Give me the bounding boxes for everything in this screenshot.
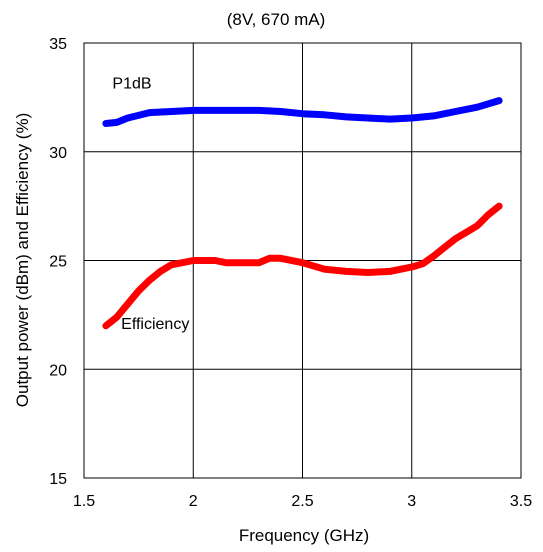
y-tick-label: 25	[49, 254, 67, 271]
x-axis-title: Frequency (GHz)	[239, 526, 369, 545]
x-tick-label: 3.5	[510, 493, 532, 510]
y-axis-title: Output power (dBm) and Efficiency (%)	[13, 113, 32, 407]
plot-area-border	[83, 42, 522, 479]
y-tick-label: 20	[49, 362, 67, 379]
y-axis-tick-labels: 15 20 25 30 35	[49, 36, 67, 488]
series-label-p1db: P1dB	[112, 76, 151, 93]
x-tick-label: 1.5	[73, 493, 95, 510]
y-tick-label: 30	[49, 145, 67, 162]
x-tick-label: 3	[407, 493, 416, 510]
y-tick-label: 35	[49, 36, 67, 53]
series-line-efficiency	[102, 202, 503, 330]
x-axis-tick-labels: 1.5 2 2.5 3 3.5	[73, 493, 532, 510]
series-layer	[102, 97, 503, 330]
x-tick-label: 2.5	[291, 493, 313, 510]
series-label-efficiency: Efficiency	[121, 316, 189, 333]
series-annotations: P1dB Efficiency	[112, 76, 189, 333]
y-tick-label: 15	[49, 471, 67, 488]
chart-title: (8V, 670 mA)	[227, 10, 326, 29]
series-line-p1db	[102, 97, 503, 127]
x-tick-label: 2	[189, 493, 198, 510]
